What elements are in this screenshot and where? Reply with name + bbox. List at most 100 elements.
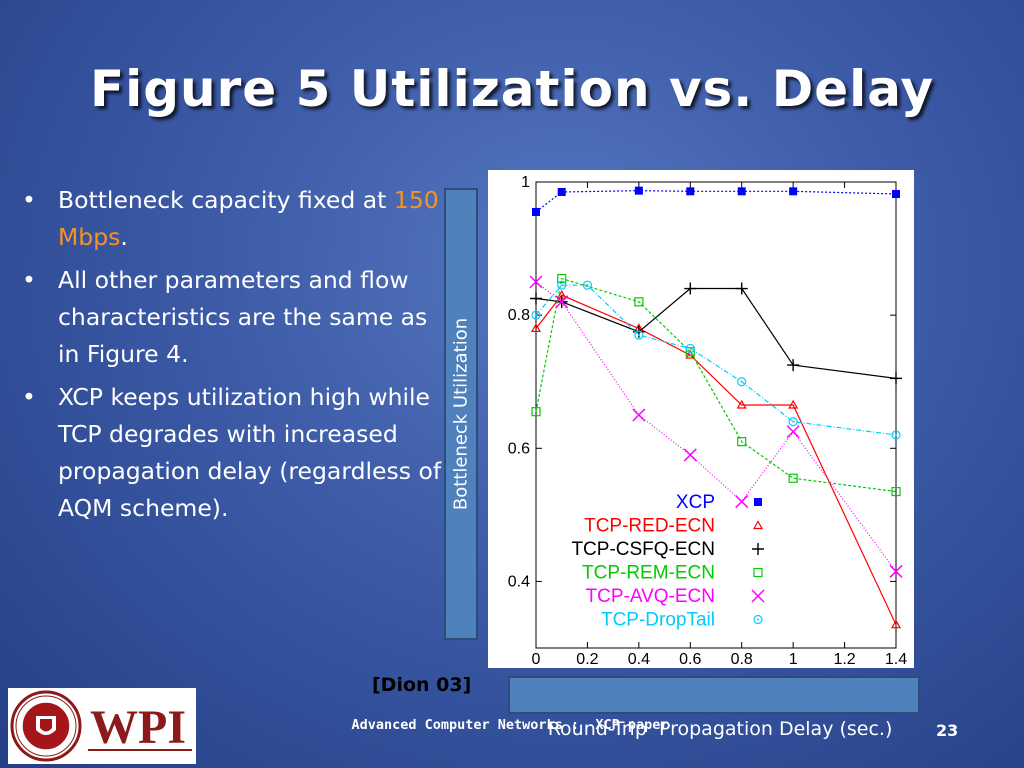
data-point-center — [740, 380, 743, 383]
data-point — [529, 275, 543, 289]
legend-label: TCP-RED-ECN — [584, 516, 715, 537]
data-point — [634, 186, 643, 195]
legend-label: TCP-REM-ECN — [582, 563, 715, 584]
x-tick-label: 1 — [789, 651, 798, 668]
data-point — [786, 425, 800, 439]
data-point — [737, 377, 747, 387]
legend-label: TCP-AVQ-ECN — [586, 586, 715, 607]
legend-label: TCP-CSFQ-ECN — [571, 539, 715, 560]
bullet-item: • XCP keeps utilization high while TCP d… — [22, 379, 442, 527]
series-line — [535, 190, 897, 213]
data-point — [557, 273, 567, 284]
wpi-logo: WPI — [8, 688, 196, 764]
series-xcp — [532, 186, 900, 216]
bullet-text-end: . — [120, 223, 128, 251]
slide-title: Figure 5 Utilization vs. Delay — [89, 60, 935, 118]
legend-label: XCP — [676, 492, 715, 513]
data-point — [788, 417, 798, 427]
data-point — [751, 589, 765, 603]
y-tick-label: 1 — [521, 174, 530, 191]
data-point-center — [560, 284, 563, 287]
data-point — [530, 292, 542, 305]
data-point — [752, 543, 764, 555]
data-point — [737, 187, 746, 196]
data-point-center — [757, 618, 759, 621]
data-point — [634, 297, 644, 307]
data-point — [890, 619, 902, 629]
x-axis-label: Round-Trip Propagation Delay (sec.) — [547, 718, 893, 740]
x-tick-label: 0 — [532, 651, 541, 668]
data-point — [753, 567, 763, 578]
data-point-center — [586, 284, 589, 287]
series-line — [535, 277, 897, 493]
data-point — [787, 359, 800, 372]
series-tcp-rem-ecn — [531, 273, 901, 497]
x-axis-label-box: Round-Trip Propagation Delay (sec.) — [508, 676, 920, 740]
wpi-logo-text: WPI — [90, 701, 186, 754]
data-point — [557, 187, 566, 196]
data-point — [684, 282, 697, 295]
legend-label: TCP-DropTail — [601, 610, 715, 631]
series-tcp-droptail — [531, 280, 901, 440]
citation: [Dion 03] — [372, 674, 472, 696]
bullet-dot: • — [22, 383, 36, 411]
data-point — [530, 323, 542, 333]
footer: Advanced Computer Networks : XCP paper — [351, 717, 669, 733]
data-point — [891, 486, 901, 497]
data-point — [889, 564, 903, 578]
data-point — [753, 614, 763, 625]
x-tick-label: 0.2 — [576, 651, 598, 668]
bullet-text: XCP keeps utilization high while TCP deg… — [58, 383, 442, 522]
data-point — [634, 330, 644, 340]
data-point — [891, 430, 901, 440]
data-point-center — [792, 420, 795, 423]
chart-panel: 0 0.2 0.4 0.6 0.8 1 1.2 1.4 0.4 0.6 0.8 1 XCP TCP-RE… — [488, 170, 914, 668]
data-point-center — [895, 433, 897, 436]
x-tick-label: 1.2 — [833, 651, 855, 668]
x-tick-label: 0.8 — [731, 651, 753, 668]
data-point — [754, 498, 762, 506]
bullet-list: • Bottleneck capacity fixed at 150 Mbps.… — [22, 182, 442, 533]
data-point-center — [689, 347, 692, 350]
data-point — [531, 310, 541, 320]
data-point — [532, 207, 540, 216]
data-point — [735, 495, 749, 509]
y-axis-label: Bottleneck Utilization — [450, 317, 472, 511]
data-point — [890, 372, 902, 385]
data-point — [582, 280, 593, 290]
plot-frame — [535, 181, 897, 649]
data-point — [752, 520, 764, 530]
data-point — [736, 399, 747, 409]
data-point — [737, 437, 747, 447]
data-point — [892, 189, 900, 198]
data-point — [788, 473, 798, 483]
x-tick-label: 0.6 — [679, 651, 701, 668]
bullet-dot: • — [22, 186, 36, 214]
y-tick-label: 0.6 — [508, 440, 530, 457]
data-point — [789, 187, 798, 196]
bullet-item: • Bottleneck capacity fixed at 150 Mbps. — [22, 182, 442, 256]
bullet-item: • All other parameters and flow characte… — [22, 262, 442, 373]
x-tick-label: 1.4 — [885, 651, 907, 668]
data-point — [735, 282, 748, 295]
bullet-text: Bottleneck capacity fixed at — [58, 186, 394, 214]
series-tcp-csfq-ecn — [530, 282, 902, 385]
series-tcp-avq-ecn — [529, 275, 903, 578]
bullet-text: All other parameters and flow characteri… — [58, 266, 428, 368]
data-point — [788, 399, 799, 409]
chart-legend: XCPTCP-RED-ECNTCP-CSFQ-ECNTCP-REM-ECNTCP… — [571, 492, 765, 631]
series-line — [535, 294, 897, 625]
data-point — [686, 187, 695, 196]
data-point-center — [637, 334, 640, 337]
bullet-highlight: 150 Mbps — [58, 186, 439, 251]
data-point — [555, 295, 569, 309]
data-point — [632, 408, 646, 422]
bullet-dot: • — [22, 266, 36, 294]
y-tick-label: 0.8 — [508, 307, 530, 324]
page-number: 23 — [936, 721, 959, 740]
data-point-center — [535, 314, 537, 317]
data-point — [683, 448, 697, 462]
y-tick-label: 0.4 — [508, 573, 530, 590]
data-point — [531, 407, 541, 417]
x-tick-label: 0.4 — [628, 651, 650, 668]
